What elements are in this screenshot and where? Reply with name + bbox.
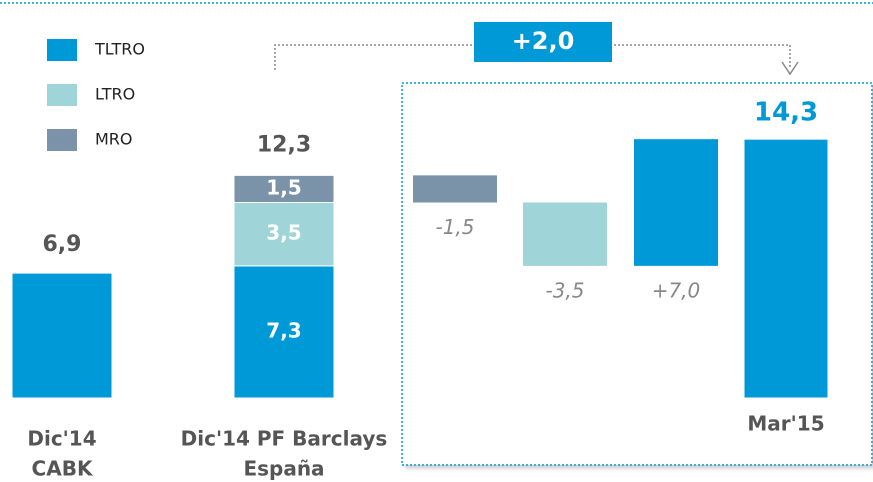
legend-swatch — [47, 84, 77, 106]
legend-label: TLTRO — [94, 40, 145, 59]
bar-segment — [233, 174, 335, 204]
bracket — [274, 44, 791, 70]
total-label: 12,3 — [257, 132, 311, 157]
bar-segment — [233, 202, 335, 267]
step-bar — [523, 202, 607, 266]
value-label: 6,9 — [43, 232, 82, 257]
annotation: +2,0 — [512, 27, 575, 55]
value-label: 14,3 — [754, 98, 818, 128]
bracket-arrow — [781, 61, 799, 76]
segment-label: 3,5 — [266, 221, 301, 245]
x-tick-label: Dic'14 — [27, 427, 96, 451]
segment-label: 7,3 — [266, 318, 301, 342]
legend-swatch — [47, 129, 77, 151]
annotation-box — [474, 22, 612, 62]
x-tick-label: Dic'14 PF Barclays — [181, 427, 388, 451]
step-label: -3,5 — [545, 278, 584, 302]
step-label: +7,0 — [652, 278, 701, 302]
bar-segment — [11, 272, 113, 399]
x-tick-label: Mar'15 — [747, 412, 824, 436]
legend-label: LTRO — [95, 85, 135, 104]
bar-segment — [743, 138, 829, 399]
legend-swatch — [47, 39, 77, 61]
x-tick-label: España — [243, 457, 324, 481]
step-bar — [634, 139, 718, 266]
step-label: -1,5 — [435, 215, 474, 239]
bar-segment — [233, 265, 335, 399]
segment-label: 1,5 — [266, 175, 301, 199]
x-tick-label: CABK — [32, 457, 94, 481]
legend-label: MRO — [95, 130, 133, 149]
step-bar — [413, 175, 497, 203]
